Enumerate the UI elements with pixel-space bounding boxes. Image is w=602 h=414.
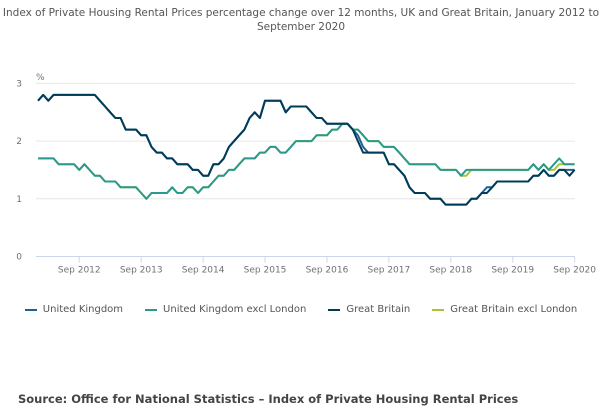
y-tick-label: 0 [16,253,22,263]
chart-title: Index of Private Housing Rental Prices p… [0,6,602,34]
chart-title-line-1: Index of Private Housing Rental Prices p… [2,7,600,19]
y-axis-ticks: 0 1 2 3 [16,79,22,262]
legend-label: United Kingdom [42,304,124,315]
x-tick-label: Sep 2019 [491,266,534,276]
legend-swatch [24,308,37,311]
source-note: Source: Office for National Statistics –… [18,392,519,406]
legend-label: Great Britain excl London [450,304,578,315]
x-tick-label: Sep 2013 [120,266,163,276]
legend-swatch [145,308,158,311]
legend-item-united-kingdom-excl-london[interactable]: United Kingdom excl London [145,304,306,315]
y-axis-label: % [36,73,45,83]
x-tick-label: Sep 2015 [244,266,287,276]
legend-swatch [432,308,445,311]
x-axis: Sep 2012 Sep 2013 Sep 2014 Sep 2015 Sep 2016… [36,256,596,276]
y-tick-label: 3 [16,79,22,89]
series-line-great-britain-excl-london[interactable] [38,122,575,200]
x-tick-label: Sep 2018 [429,266,472,276]
x-tick-label: Sep 2014 [182,266,225,276]
legend-item-great-britain[interactable]: Great Britain [328,304,410,315]
legend: United Kingdom United Kingdom excl London… [0,304,602,315]
x-tick-label: Sep 2016 [306,266,349,276]
series-line-great-britain[interactable] [37,93,576,206]
series-line-united-kingdom[interactable] [37,93,575,206]
x-tick-label: Sep 2012 [58,266,101,276]
x-tick-label: Sep 2020 [553,266,596,276]
legend-label: Great Britain [346,304,411,315]
legend-item-united-kingdom[interactable]: United Kingdom [24,304,124,315]
y-tick-label: 1 [16,195,22,205]
chart-title-line-2: September 2020 [256,21,346,33]
x-tick-label: Sep 2017 [368,266,411,276]
legend-item-great-britain-excl-london[interactable]: Great Britain excl London [432,304,577,315]
series-lines [37,93,576,206]
legend-label: United Kingdom excl London [163,304,307,315]
legend-swatch [328,308,341,311]
y-tick-label: 2 [16,137,22,147]
series-line-united-kingdom-excl-london[interactable] [38,122,575,200]
